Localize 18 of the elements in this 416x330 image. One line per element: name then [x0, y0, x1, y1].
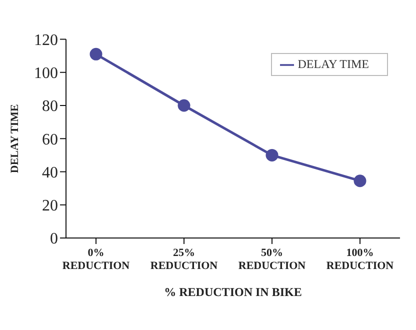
point	[266, 148, 278, 162]
point	[178, 99, 190, 112]
y-tick-label: 0	[50, 230, 58, 248]
point	[354, 174, 366, 188]
y-axis-title: DELAY TIME	[8, 104, 21, 174]
y-tick-label: 80	[42, 98, 58, 116]
y-tick-label: 40	[42, 164, 58, 182]
y-tick-label: 60	[42, 131, 58, 148]
y-tick-label: 120	[34, 32, 58, 49]
x-axis-title: % REDUCTION IN BIKE	[164, 285, 302, 299]
legend-label: DELAY TIME	[298, 57, 369, 71]
x-tick-label: 50% REDUCTION	[238, 247, 306, 272]
x-tick-label: 0% REDUCTION	[62, 247, 130, 272]
x-tick-label: 25% REDUCTION	[150, 247, 218, 272]
x-tick-label: 100% REDUCTION	[326, 247, 394, 272]
point	[90, 48, 102, 60]
y-tick-label: 20	[42, 198, 58, 215]
y-tick-label: 100	[34, 65, 58, 82]
